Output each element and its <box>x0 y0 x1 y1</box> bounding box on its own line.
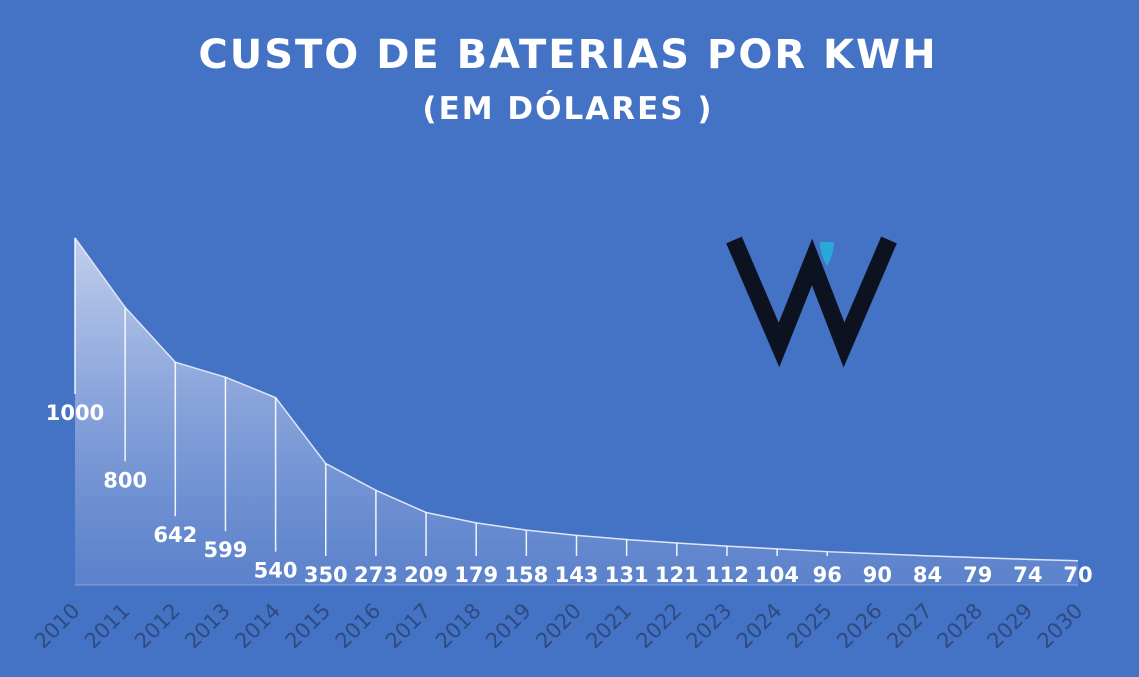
x-tick-label: 2029 <box>983 599 1038 654</box>
x-tick-label: 2019 <box>481 599 536 654</box>
data-label: 79 <box>963 563 992 587</box>
data-label: 350 <box>304 563 348 587</box>
w-logo-icon <box>726 236 897 368</box>
data-label: 273 <box>354 563 398 587</box>
x-tick-label: 2017 <box>381 599 436 654</box>
x-tick-label: 2018 <box>431 599 486 654</box>
data-label: 599 <box>204 538 248 562</box>
data-label: 84 <box>913 563 942 587</box>
data-label: 104 <box>755 563 799 587</box>
data-label: 800 <box>103 468 147 492</box>
x-tick-label: 2022 <box>632 599 687 654</box>
x-tick-label: 2015 <box>281 599 336 654</box>
data-label: 70 <box>1063 563 1092 587</box>
x-tick-label: 2011 <box>80 599 135 654</box>
x-tick-label: 2013 <box>180 599 235 654</box>
w-logo-accent <box>820 242 834 266</box>
data-label: 179 <box>454 563 498 587</box>
data-label: 158 <box>504 563 548 587</box>
w-logo-shape <box>726 236 897 368</box>
data-label: 112 <box>705 563 749 587</box>
x-axis-ticks: 2010201120122013201420152016201720182019… <box>30 599 1088 654</box>
chart-title: CUSTO DE BATERIAS POR KWH <box>198 32 937 78</box>
x-tick-label: 2028 <box>932 599 987 654</box>
data-label: 90 <box>863 563 892 587</box>
data-label: 540 <box>254 559 298 583</box>
data-label: 96 <box>813 563 842 587</box>
data-label: 1000 <box>46 401 104 425</box>
x-tick-label: 2010 <box>30 599 85 654</box>
x-tick-label: 2025 <box>782 599 837 654</box>
chart-subtitle: (EM DÓLARES ) <box>422 90 713 127</box>
x-tick-label: 2024 <box>732 599 787 654</box>
x-tick-label: 2020 <box>531 599 586 654</box>
x-tick-label: 2014 <box>230 599 285 654</box>
data-label: 209 <box>404 563 448 587</box>
x-tick-label: 2026 <box>832 599 887 654</box>
data-label: 74 <box>1013 563 1042 587</box>
x-tick-label: 2021 <box>581 599 636 654</box>
x-tick-label: 2016 <box>331 599 386 654</box>
drop-lines <box>74 238 828 556</box>
data-label: 121 <box>655 563 699 587</box>
x-tick-label: 2012 <box>130 599 185 654</box>
x-tick-label: 2030 <box>1033 599 1088 654</box>
data-label: 642 <box>153 523 197 547</box>
data-label: 131 <box>605 563 649 587</box>
x-tick-label: 2023 <box>682 599 737 654</box>
data-label: 143 <box>555 563 599 587</box>
x-tick-label: 2027 <box>882 599 937 654</box>
